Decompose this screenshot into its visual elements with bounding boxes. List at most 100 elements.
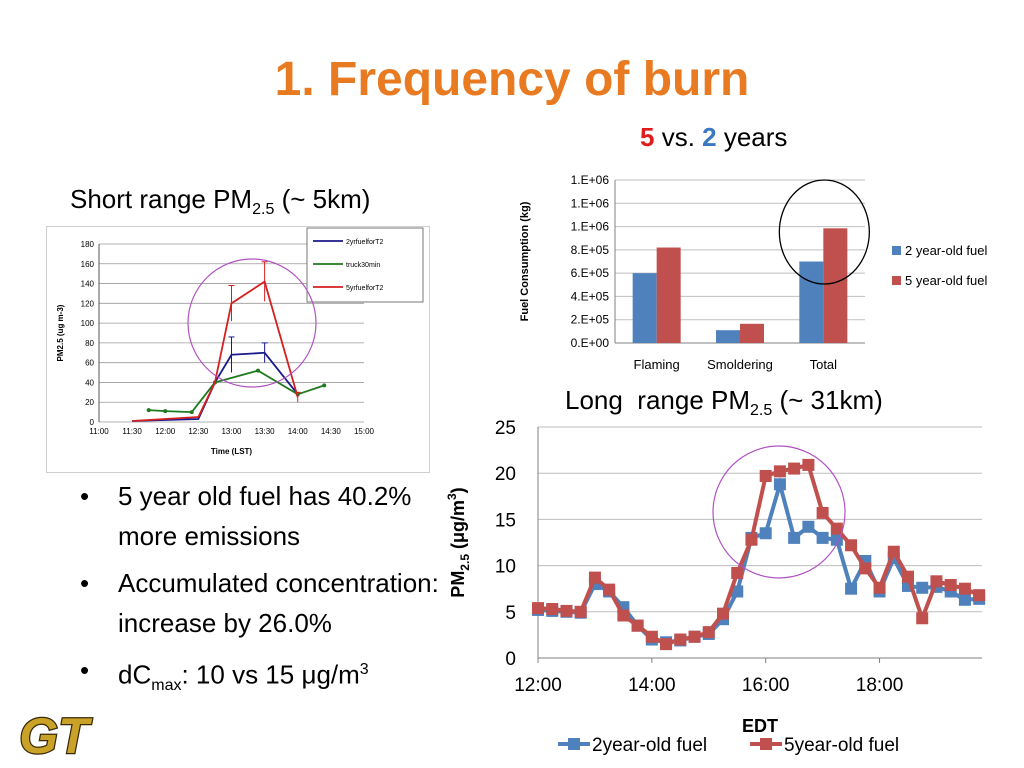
long-x-axis-title: EDT — [742, 716, 778, 736]
long-point — [773, 478, 786, 491]
short-ytick-label: 100 — [81, 319, 95, 328]
short-ytick-label: 160 — [81, 260, 95, 269]
long-legend-marker — [568, 738, 580, 750]
long-xtick-label: 16:00 — [742, 675, 790, 696]
fuel-consumption-chart: 0.E+00 2.E+05 4.E+05 6.E+05 8.E+05 1.E+06 1.E+… — [519, 173, 987, 372]
long-point — [574, 605, 587, 618]
long-legend-label: 2year-old fuel — [592, 735, 707, 756]
long-point — [717, 607, 729, 620]
bullet-item: • Accumulated concentration: increase by … — [72, 563, 472, 643]
long-point — [688, 630, 701, 643]
short-point — [146, 408, 151, 413]
long-point — [546, 603, 559, 616]
long-ytick-label: 0 — [505, 649, 516, 670]
long-ytick-label: 20 — [495, 464, 516, 485]
long-point — [731, 566, 744, 579]
bullet-glyph: • — [80, 568, 90, 598]
bullet-text: 5 year old fuel has 40.2% more emissions — [118, 481, 412, 551]
long-xtick-label: 12:00 — [514, 675, 562, 696]
long-point — [588, 571, 601, 584]
long-point — [802, 458, 815, 471]
long-point — [660, 638, 673, 651]
long-point — [816, 506, 829, 519]
long-point — [702, 626, 715, 639]
long-point — [902, 570, 914, 583]
long-point — [788, 462, 801, 475]
long-y-title-pre: PM — [448, 571, 468, 598]
long-point — [674, 633, 687, 646]
short-ytick-label: 80 — [85, 339, 94, 348]
short-xtick-label: 14:30 — [321, 427, 342, 436]
short-xtick-label: 12:30 — [188, 427, 209, 436]
long-point — [887, 545, 900, 558]
short-heading-sub: 2.5 — [252, 201, 275, 219]
subtitle-number-b: 2 — [702, 122, 717, 152]
bar — [823, 228, 848, 343]
bullet-text-pre: dC — [118, 659, 152, 690]
short-legend-label: 2yrfuelforT2 — [346, 239, 383, 246]
bar-ytick-label: 1.E+06 — [571, 173, 610, 187]
long-point — [532, 602, 544, 615]
long-point — [560, 604, 573, 617]
short-xtick-label: 15:00 — [354, 427, 375, 436]
bar-ytick-label: 2.E+05 — [571, 313, 610, 327]
bar-legend-label: 2 year-old fuel — [905, 243, 987, 258]
long-point — [916, 612, 929, 625]
long-legend-marker — [760, 738, 772, 750]
subtitle-suffix: years — [716, 122, 788, 152]
long-point — [958, 582, 971, 595]
short-legend-label: truck30min — [346, 262, 380, 269]
bar-ytick-label: 4.E+05 — [571, 289, 610, 303]
bar-ytick-label: 1.E+06 — [571, 196, 610, 210]
long-heading-post: (~ 31km) — [772, 385, 883, 415]
bullet-glyph: • — [80, 481, 90, 511]
bar-ytick-label: 6.E+05 — [571, 266, 610, 280]
bullet-list: • 5 year old fuel has 40.2% more emission… — [72, 476, 472, 713]
long-y-title-post: (μg/m — [448, 500, 468, 554]
long-point — [745, 533, 758, 546]
long-point — [944, 579, 957, 592]
short-xtick-label: 13:00 — [221, 427, 242, 436]
page-title: 1. Frequency of burn — [274, 53, 750, 106]
bar-legend-swatch — [892, 246, 901, 255]
bullet-text-sub: max — [151, 676, 182, 694]
short-range-heading: Short range PM2.5 (~ 5km) — [70, 184, 370, 219]
short-ytick-label: 180 — [81, 240, 95, 249]
comparison-subtitle: 5 vs. 2 years — [640, 122, 900, 153]
short-ytick-label: 40 — [85, 378, 94, 387]
subtitle-vs: vs. — [654, 122, 703, 152]
bullet-text-sup: 3 — [359, 661, 369, 678]
bar-ytick-label: 0.E+00 — [571, 336, 610, 350]
highlight-circle — [778, 179, 870, 285]
gt-logo: GT — [18, 707, 94, 762]
bullet-text: Accumulated concentration: increase by 2… — [118, 568, 439, 638]
long-y-title-sub: 2.5 — [458, 554, 472, 571]
long-point — [816, 531, 829, 544]
long-heading-pre: Long range PM — [565, 385, 751, 415]
short-range-chart: 0 20 40 60 80 100 120 140 160 180 11:00 11:30 12:00 1… — [46, 226, 430, 473]
bar — [799, 261, 824, 343]
long-point — [802, 520, 815, 533]
long-ytick-label: 15 — [495, 510, 516, 531]
bullet-item: • 5 year old fuel has 40.2% more emission… — [72, 476, 472, 556]
long-point — [930, 575, 943, 588]
long-y-title-end: ) — [448, 487, 468, 493]
long-point — [916, 581, 929, 594]
long-point — [759, 527, 772, 540]
long-y-title-sup: 3 — [445, 493, 459, 500]
bar-y-axis-title: Fuel Consumption (kg) — [519, 201, 531, 321]
highlight-circle — [187, 258, 317, 388]
long-point — [759, 469, 772, 482]
short-xtick-label: 14:00 — [288, 427, 309, 436]
bar-ytick-label: 8.E+05 — [571, 243, 610, 257]
short-ytick-label: 0 — [90, 418, 95, 427]
bar-category-label: Total — [810, 357, 838, 372]
long-range-chart: 0 5 10 15 20 25 12:00 14:00 16:00 18:00 EDT PM2.5 (… — [445, 418, 986, 756]
long-xtick-label: 18:00 — [856, 675, 904, 696]
long-point — [617, 609, 630, 622]
long-point — [845, 539, 858, 552]
long-point — [631, 619, 644, 632]
bar-ytick-label: 1.E+06 — [571, 220, 610, 234]
short-x-axis-title: Time (LST) — [211, 447, 253, 456]
short-point — [189, 410, 194, 415]
